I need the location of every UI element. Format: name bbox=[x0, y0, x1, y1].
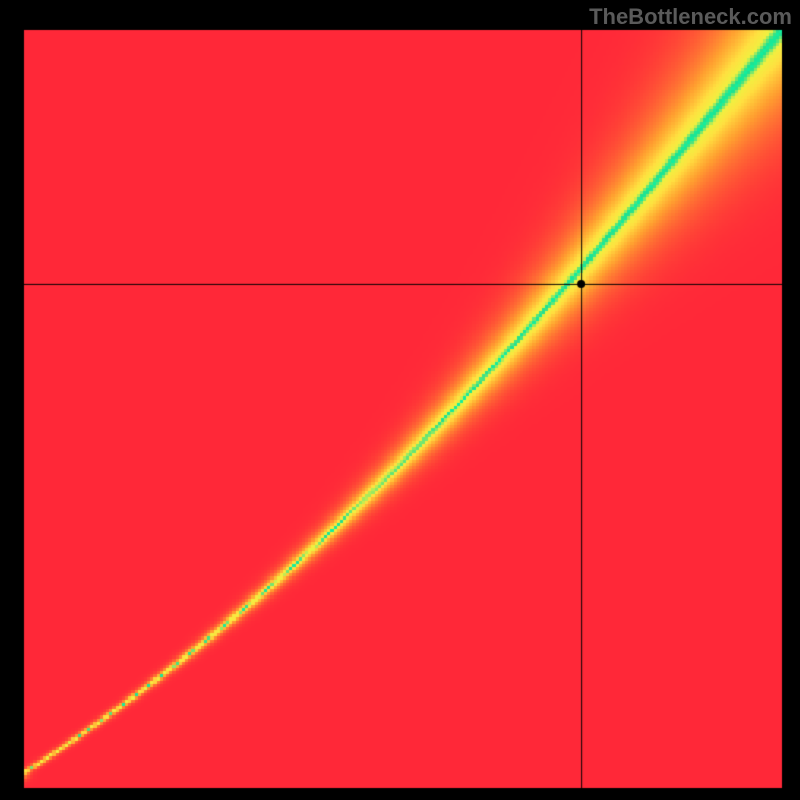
watermark-text: TheBottleneck.com bbox=[589, 4, 792, 30]
bottleneck-heatmap bbox=[0, 0, 800, 800]
